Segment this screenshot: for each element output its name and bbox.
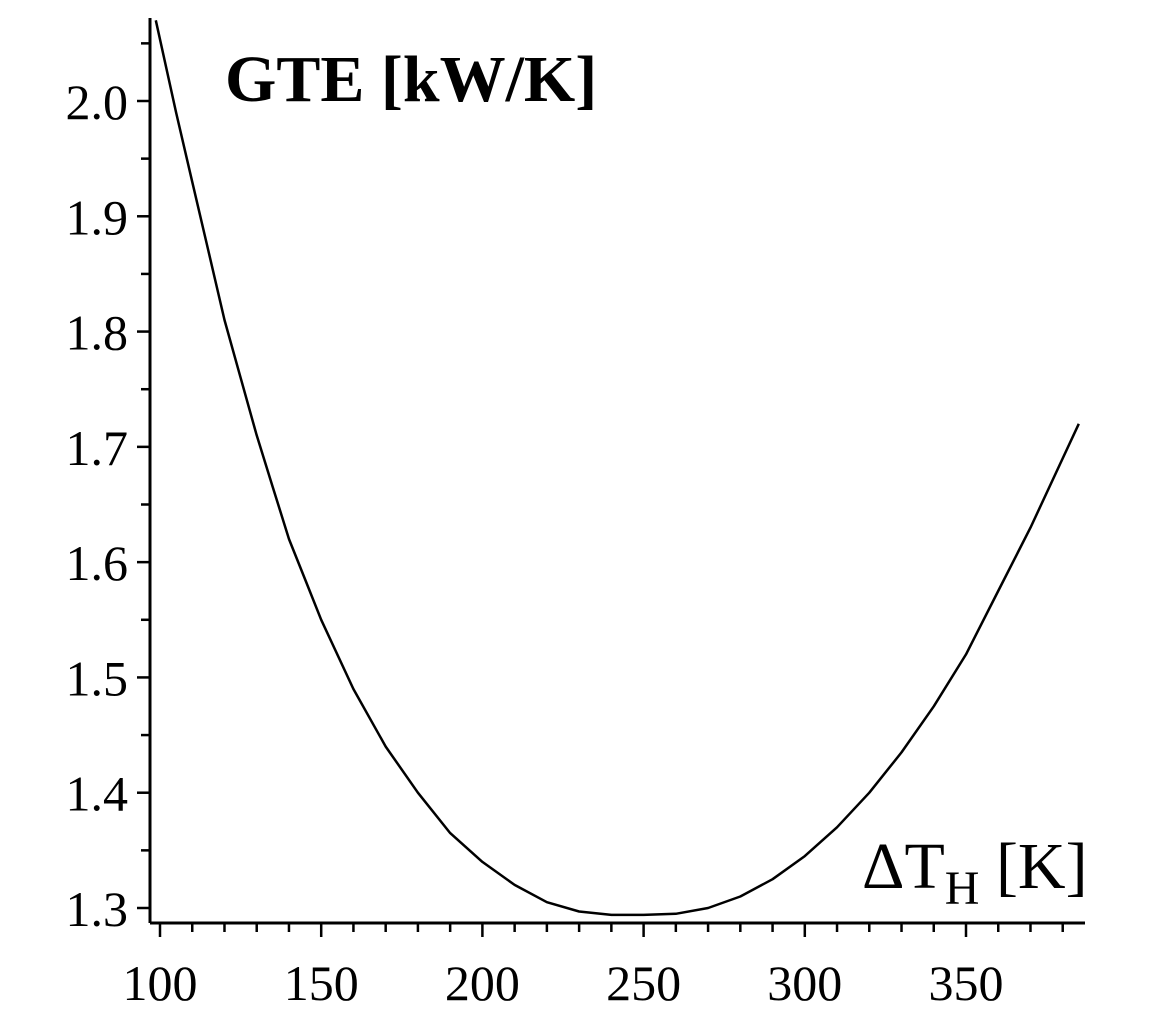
x-tick-label: 300: [767, 955, 842, 1011]
y-tick-label: 1.5: [66, 650, 129, 706]
y-tick-label: 1.4: [66, 766, 129, 822]
y-axis-title: GTE [kW/K]: [225, 43, 597, 116]
y-tick-label: 1.7: [66, 420, 129, 476]
x-axis-title-unit: [K]: [979, 830, 1087, 903]
x-tick-label: 100: [123, 955, 198, 1011]
tick-labels: 100 150 200 250 300 350 1.3 1.4 1.5 1.6 1.7 1.8 1.9 2…: [66, 74, 1004, 1011]
series-layer: [154, 20, 1080, 917]
ticks: [137, 42, 1064, 937]
y-tick-label: 1.3: [66, 881, 129, 937]
x-tick-label: 350: [929, 955, 1004, 1011]
x-tick-label: 250: [606, 955, 681, 1011]
x-tick-label: 200: [445, 955, 520, 1011]
axes: [148, 18, 1085, 925]
series-line: [154, 20, 1080, 917]
y-tick-label: 1.9: [66, 189, 129, 245]
y-tick-label: 2.0: [66, 74, 129, 130]
x-tick-label: 150: [284, 955, 359, 1011]
x-axis-title-sub: H: [945, 862, 980, 915]
x-axis-title-main: ΔT: [862, 830, 945, 903]
y-tick-label: 1.8: [66, 305, 129, 361]
y-tick-label: 1.6: [66, 535, 129, 591]
x-axis-title: ΔTH [K]: [862, 830, 1088, 915]
